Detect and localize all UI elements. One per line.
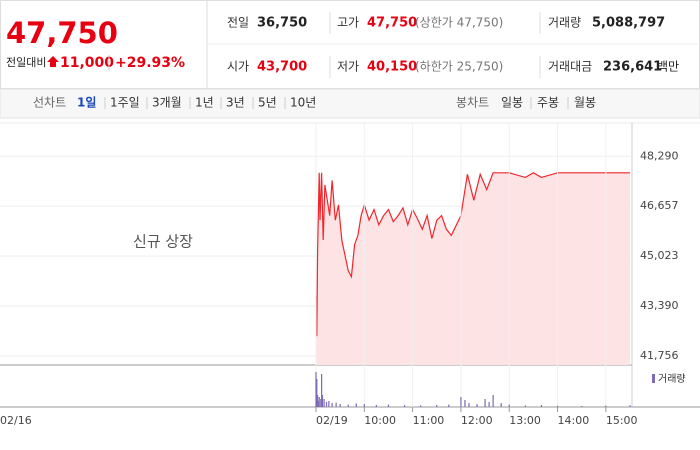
volume-bar — [315, 372, 317, 407]
volume-bar — [629, 405, 631, 407]
tab-label: 봉차트 — [456, 96, 489, 110]
stat-label: 저가 — [337, 60, 359, 74]
tab[interactable]: 월봉 — [574, 96, 596, 110]
x-tick-label: 15:00 — [606, 414, 638, 427]
tab[interactable]: 1주일 — [110, 96, 140, 110]
tab[interactable]: 1년 — [195, 96, 214, 110]
x-tick-label: 13:00 — [509, 414, 541, 427]
volume-bar — [347, 404, 349, 407]
volume-bar — [320, 399, 322, 407]
volume-bar — [321, 374, 323, 407]
stat-unit: 백만 — [657, 60, 679, 74]
stat-value: 43,700 — [257, 60, 307, 75]
y-tick-label: 41,756 — [640, 349, 679, 362]
y-tick-label: 43,390 — [640, 299, 679, 312]
tab[interactable]: 3년 — [226, 96, 245, 110]
tab[interactable]: 10년 — [290, 96, 316, 110]
stat-label: 거래량 — [548, 16, 581, 30]
volume-bar — [403, 405, 406, 407]
current-price: 47,750 — [6, 16, 118, 50]
volume-bar — [317, 401, 320, 407]
stat-note: (하한가 25,750) — [415, 60, 503, 74]
tab[interactable]: 주봉 — [537, 96, 559, 110]
volume-bar — [605, 405, 607, 407]
stat-label: 고가 — [337, 16, 359, 30]
volume-bar — [387, 404, 390, 407]
stat-label: 시가 — [227, 60, 249, 74]
volume-bar — [420, 405, 422, 407]
stat-value: 36,750 — [257, 16, 307, 31]
volume-bar — [581, 406, 583, 407]
price-area — [316, 172, 630, 365]
tab-bar — [0, 88, 700, 119]
tab[interactable]: 3개월 — [152, 96, 182, 110]
volume-bar — [317, 395, 319, 407]
volume-bar — [375, 405, 377, 407]
volume-bar — [540, 405, 543, 407]
change-rate: +29.93% — [115, 55, 185, 71]
change-label: 전일대비 — [6, 55, 46, 69]
annotation: 신규 상장 — [133, 233, 193, 251]
price-line — [315, 172, 630, 337]
volume-bar — [460, 397, 462, 407]
stat-label: 거래대금 — [548, 60, 592, 74]
volume-bar — [318, 397, 320, 407]
volume-bar — [325, 402, 328, 407]
volume-bar — [492, 395, 494, 407]
volume-bar — [335, 402, 337, 407]
volume-bar — [316, 379, 318, 407]
change: 11,000 — [60, 55, 114, 71]
volume-bar — [339, 404, 341, 407]
legend-swatch — [652, 374, 655, 383]
stat-value: 40,150 — [367, 60, 417, 75]
volume-bar — [508, 404, 510, 407]
stat-value: 47,750 — [367, 16, 417, 31]
y-tick-label: 46,657 — [640, 199, 679, 212]
volume-bar — [355, 403, 357, 407]
volume-bar — [323, 399, 325, 407]
volume-bar — [556, 405, 559, 407]
y-tick-label: 48,290 — [640, 149, 679, 162]
volume-bar — [331, 403, 333, 407]
stat-label: 전일 — [227, 16, 249, 30]
volume-bar — [321, 395, 324, 407]
up-icon — [47, 56, 59, 67]
stat-note: (상한가 47,750) — [415, 16, 503, 30]
tab-label: 선차트 — [33, 96, 66, 110]
volume-bar — [464, 400, 466, 407]
volume-bar — [484, 399, 486, 407]
y-tick-label: 45,023 — [640, 249, 679, 262]
x-tick-label: 10:00 — [364, 414, 396, 427]
volume-bar — [328, 401, 330, 407]
tab[interactable]: 1일 — [77, 96, 96, 110]
x-start-label: 02/16 — [0, 414, 32, 427]
volume-bar — [436, 405, 438, 407]
x-tick-label: 12:00 — [461, 414, 493, 427]
x-tick-label: 11:00 — [413, 414, 445, 427]
stat-value: 236,641 — [603, 60, 662, 75]
x-tick-label: 02/19 — [316, 414, 348, 427]
x-tick-label: 14:00 — [558, 414, 590, 427]
volume-bar — [500, 403, 502, 407]
volume-bar — [524, 405, 526, 407]
stat-value: 5,088,797 — [592, 16, 665, 31]
volume-bar — [363, 404, 365, 407]
tab[interactable]: 5년 — [258, 96, 277, 110]
volume-bar — [468, 403, 470, 407]
volume-bar — [488, 402, 490, 407]
tab[interactable]: 일봉 — [501, 96, 523, 110]
volume-bar — [448, 404, 450, 407]
volume-bar — [476, 404, 478, 407]
legend-label: 거래량 — [658, 373, 686, 385]
